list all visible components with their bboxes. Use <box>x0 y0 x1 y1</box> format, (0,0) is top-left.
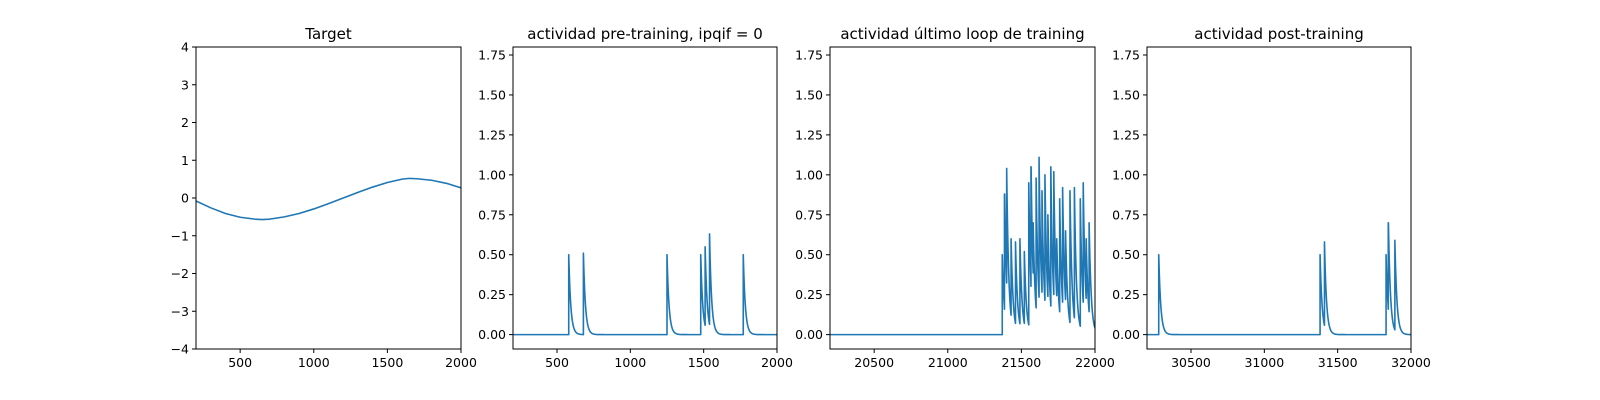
x-tick-label: 21500 <box>1002 355 1042 370</box>
y-tick-label: 0.75 <box>795 207 823 222</box>
y-tick-label: 0.00 <box>795 327 823 342</box>
axes-frame <box>512 46 778 350</box>
chart-title: actividad post-training <box>1194 25 1363 43</box>
y-tick-label: 0.25 <box>795 287 823 302</box>
chart-title: Target <box>304 25 352 43</box>
y-tick-label: 0.75 <box>478 207 506 222</box>
x-tick-label: 31000 <box>1244 355 1284 370</box>
y-tick-label: −2 <box>171 266 189 281</box>
y-tick-label: 0 <box>181 191 189 206</box>
y-tick-label: 0.00 <box>478 327 506 342</box>
series-line <box>830 156 1095 336</box>
y-tick-label: 1.75 <box>795 47 823 62</box>
x-tick-label: 32000 <box>1391 355 1431 370</box>
y-tick-label: 1.00 <box>478 167 506 182</box>
chart-panel-1: Target 500 1000 1500 2000 −4 −3 −2 −1 0 1 2 3 4 <box>171 25 477 370</box>
x-tick-label: 30500 <box>1171 355 1211 370</box>
y-tick-label: 1.00 <box>795 167 823 182</box>
y-tick-label: 1.25 <box>795 127 823 142</box>
chart-panel-3: actividad último loop de training 20500 21… <box>795 25 1115 370</box>
y-tick-label: 1.25 <box>1112 127 1140 142</box>
series-line <box>1147 221 1411 336</box>
x-tick-label: 1000 <box>298 355 330 370</box>
y-tick-label: 0.50 <box>795 247 823 262</box>
y-tick-label: 0.00 <box>1112 327 1140 342</box>
y-tick-label: 0.75 <box>1112 207 1140 222</box>
y-tick-label: 2 <box>181 115 189 130</box>
y-tick-label: −3 <box>171 304 189 319</box>
series-line <box>196 177 461 221</box>
y-tick-label: 1 <box>181 153 189 168</box>
y-tick-label: 1.75 <box>478 47 506 62</box>
x-tick-label: 1000 <box>614 355 646 370</box>
x-tick-label: 20500 <box>854 355 894 370</box>
y-tick-label: 1.25 <box>478 127 506 142</box>
y-tick-label: 0.50 <box>1112 247 1140 262</box>
y-tick-label: −1 <box>171 228 189 243</box>
y-tick-label: 1.75 <box>1112 47 1140 62</box>
y-tick-label: 1.00 <box>1112 167 1140 182</box>
x-tick-label: 22000 <box>1075 355 1115 370</box>
x-tick-label: 2000 <box>445 355 477 370</box>
y-tick-label: 3 <box>181 77 189 92</box>
chart-panel-2: actividad pre-training, ipqif = 0 500 1000… <box>478 25 793 370</box>
chart-title: actividad último loop de training <box>840 25 1084 43</box>
x-tick-label: 500 <box>228 355 252 370</box>
y-tick-label: 0.50 <box>478 247 506 262</box>
series-line <box>513 233 777 336</box>
x-tick-label: 500 <box>545 355 569 370</box>
x-tick-label: 1500 <box>688 355 720 370</box>
x-tick-label: 31500 <box>1318 355 1358 370</box>
axes-frame <box>829 46 1096 350</box>
y-tick-label: 1.50 <box>795 87 823 102</box>
y-tick-label: 0.25 <box>1112 287 1140 302</box>
x-tick-label: 21000 <box>928 355 968 370</box>
x-tick-label: 2000 <box>761 355 793 370</box>
chart-panel-4: actividad post-training 30500 31000 31500 32… <box>1112 25 1431 370</box>
chart-title: actividad pre-training, ipqif = 0 <box>527 25 763 43</box>
y-tick-label: 1.50 <box>1112 87 1140 102</box>
y-tick-label: 0.25 <box>478 287 506 302</box>
axes-frame <box>1146 46 1412 350</box>
y-tick-label: 1.50 <box>478 87 506 102</box>
y-tick-label: −4 <box>171 342 189 357</box>
x-tick-label: 1500 <box>371 355 403 370</box>
y-tick-label: 4 <box>181 40 189 55</box>
